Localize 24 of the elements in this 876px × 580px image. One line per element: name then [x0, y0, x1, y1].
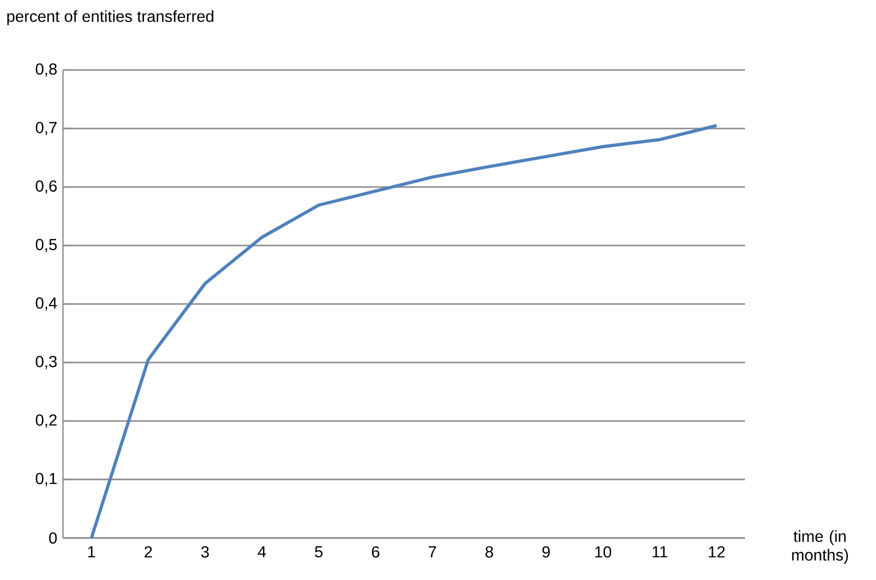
- y-tick-label: 0,7: [36, 122, 57, 136]
- x-tick-label: 5: [314, 546, 323, 558]
- y-tick-label: 0,8: [36, 63, 57, 77]
- y-tick-label: 0,4: [36, 297, 57, 311]
- line-series: [90, 124, 718, 540]
- x-tick-label: 10: [595, 546, 612, 558]
- x-tick-label: 7: [428, 546, 436, 558]
- y-tick-label: 0,1: [36, 472, 57, 486]
- x-axis-title: time (in months): [792, 530, 848, 564]
- y-tick-label: 0,3: [36, 356, 57, 370]
- x-tick-label: 2: [144, 546, 152, 558]
- x-tick-label: 3: [201, 546, 209, 558]
- y-axis-title: percent of entities transferred: [7, 10, 214, 26]
- y-tick-label: 0,6: [36, 180, 57, 194]
- x-tick-label: 11: [652, 546, 668, 558]
- x-tick-label: 6: [372, 546, 380, 558]
- y-tick-label: 0,2: [36, 414, 57, 428]
- x-tick-label: 4: [258, 546, 266, 558]
- y-tick-label: 0: [49, 532, 57, 544]
- y-tick-label: 0,5: [36, 238, 57, 252]
- x-tick-label: 8: [485, 546, 493, 558]
- x-tick-label: 12: [708, 546, 725, 558]
- x-tick-label: 9: [542, 546, 550, 558]
- x-tick-label: 1: [88, 546, 96, 558]
